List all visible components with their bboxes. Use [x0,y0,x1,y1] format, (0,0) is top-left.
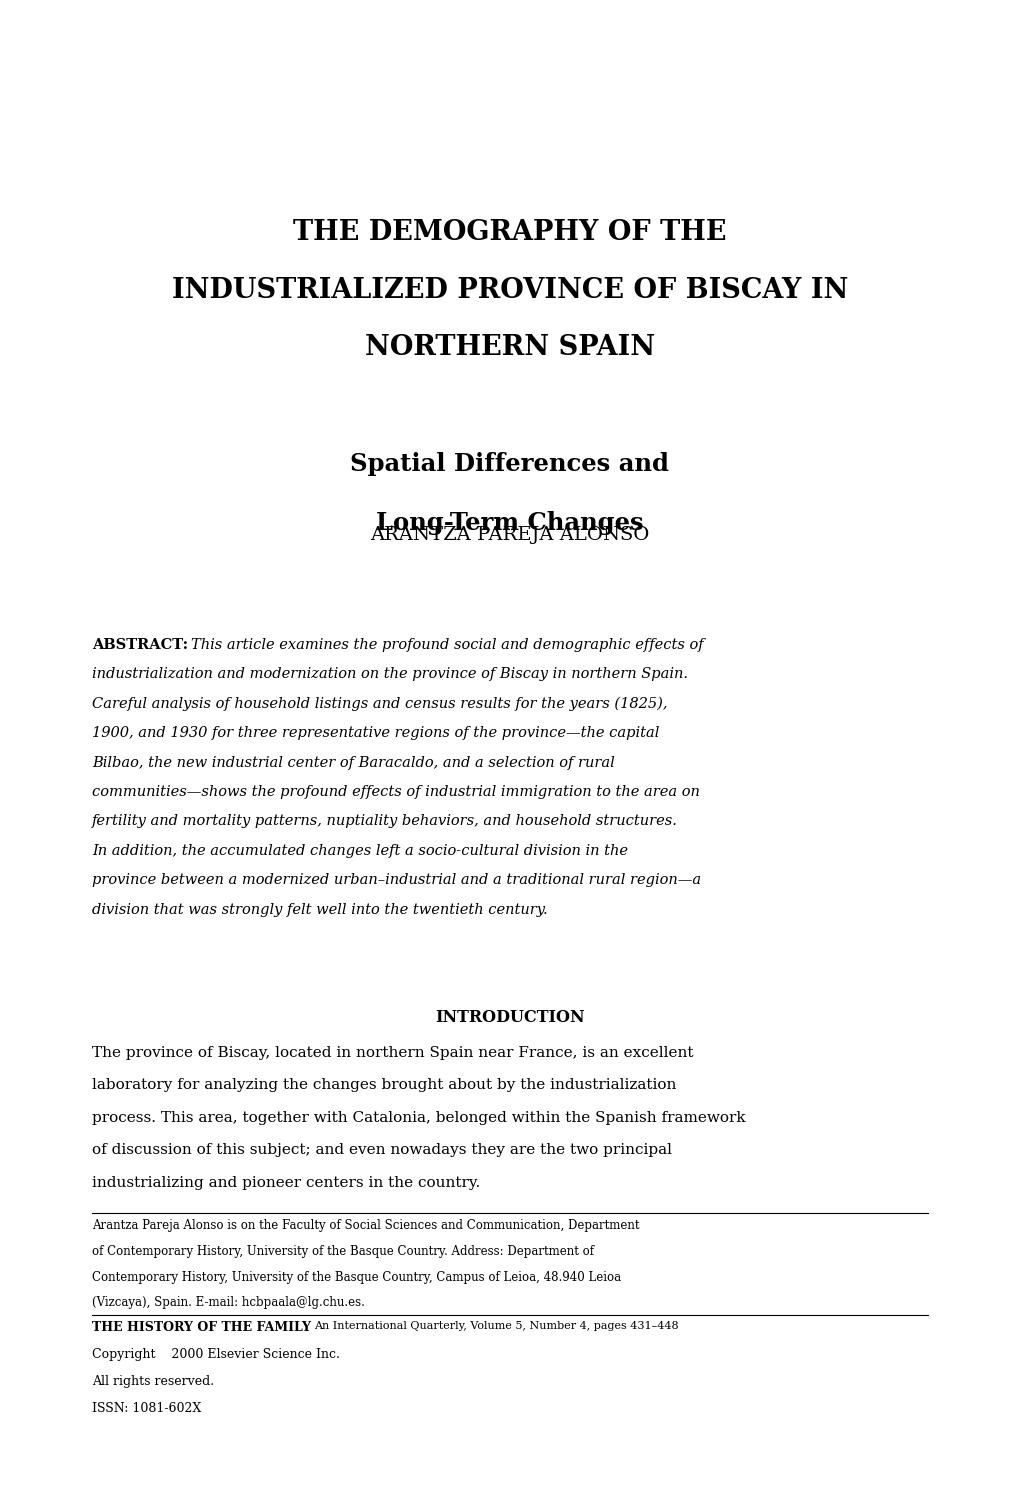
Text: ISSN: 1081-602X: ISSN: 1081-602X [92,1402,201,1416]
Text: Careful analysis of household listings and census results for the years (1825),: Careful analysis of household listings a… [92,697,666,712]
Text: Spatial Differences and: Spatial Differences and [351,452,668,476]
Text: INDUSTRIALIZED PROVINCE OF BISCAY IN: INDUSTRIALIZED PROVINCE OF BISCAY IN [171,277,848,304]
Text: Arantza Pareja Alonso is on the Faculty of Social Sciences and Communication, De: Arantza Pareja Alonso is on the Faculty … [92,1219,639,1233]
Text: laboratory for analyzing the changes brought about by the industrialization: laboratory for analyzing the changes bro… [92,1079,676,1092]
Text: (Vizcaya), Spain. E-mail: hcbpaala@lg.chu.es.: (Vizcaya), Spain. E-mail: hcbpaala@lg.ch… [92,1296,365,1310]
Text: Bilbao, the new industrial center of Baracaldo, and a selection of rural: Bilbao, the new industrial center of Bar… [92,756,613,769]
Text: This article examines the profound social and demographic effects of: This article examines the profound socia… [191,638,703,651]
Text: industrialization and modernization on the province of Biscay in northern Spain.: industrialization and modernization on t… [92,668,687,681]
Text: The province of Biscay, located in northern Spain near France, is an excellent: The province of Biscay, located in north… [92,1046,693,1059]
Text: division that was strongly felt well into the twentieth century.: division that was strongly felt well int… [92,902,547,917]
Text: province between a modernized urban–industrial and a traditional rural region—a: province between a modernized urban–indu… [92,873,700,887]
Text: All rights reserved.: All rights reserved. [92,1375,214,1389]
Text: INTRODUCTION: INTRODUCTION [435,1009,584,1026]
Text: THE DEMOGRAPHY OF THE: THE DEMOGRAPHY OF THE [293,219,727,246]
Text: Long-Term Changes: Long-Term Changes [376,511,643,535]
Text: ABSTRACT:: ABSTRACT: [92,638,187,651]
Text: ARANTZA PAREJA ALONSO: ARANTZA PAREJA ALONSO [370,526,649,544]
Text: of discussion of this subject; and even nowadays they are the two principal: of discussion of this subject; and even … [92,1142,672,1157]
Text: industrializing and pioneer centers in the country.: industrializing and pioneer centers in t… [92,1176,480,1189]
Text: 1900, and 1930 for three representative regions of the province—the capital: 1900, and 1930 for three representative … [92,727,658,740]
Text: In addition, the accumulated changes left a socio-cultural division in the: In addition, the accumulated changes lef… [92,845,627,858]
Text: communities—shows the profound effects of industrial immigration to the area on: communities—shows the profound effects o… [92,786,699,799]
Text: fertility and mortality patterns, nuptiality behaviors, and household structures: fertility and mortality patterns, nuptia… [92,814,677,828]
Text: An International Quarterly, Volume 5, Number 4, pages 431–448: An International Quarterly, Volume 5, Nu… [314,1321,678,1331]
Text: process. This area, together with Catalonia, belonged within the Spanish framewo: process. This area, together with Catalo… [92,1111,745,1124]
Text: Copyright    2000 Elsevier Science Inc.: Copyright 2000 Elsevier Science Inc. [92,1348,339,1361]
Text: of Contemporary History, University of the Basque Country. Address: Department o: of Contemporary History, University of t… [92,1245,593,1259]
Text: THE HISTORY OF THE FAMILY: THE HISTORY OF THE FAMILY [92,1321,311,1334]
Text: Contemporary History, University of the Basque Country, Campus of Leioa, 48.940 : Contemporary History, University of the … [92,1271,621,1284]
Text: NORTHERN SPAIN: NORTHERN SPAIN [365,334,654,361]
